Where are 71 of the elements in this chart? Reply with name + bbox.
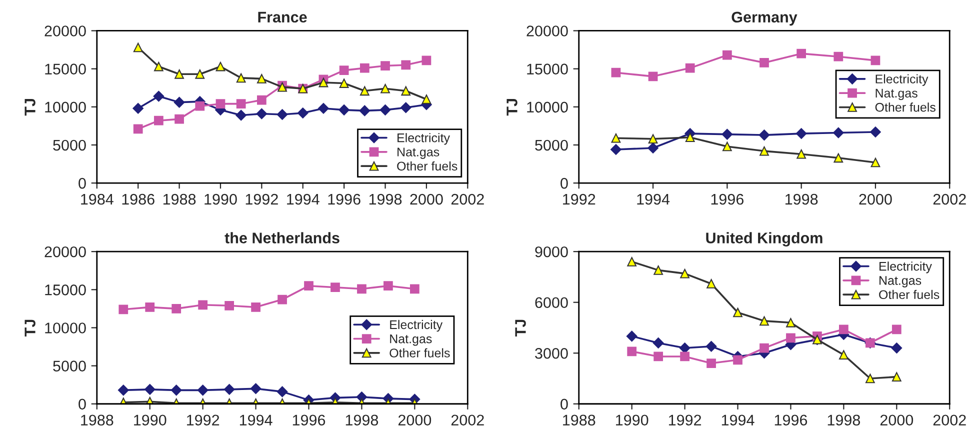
x-tick-label: 1992 [246, 194, 278, 205]
y-tick-label: 15000 [45, 64, 86, 74]
chart-title: United Kingdom [706, 232, 822, 246]
x-tick-label: 1996 [292, 414, 326, 426]
chart-title: Germany [732, 12, 798, 26]
x-tick-label: 2000 [410, 194, 443, 205]
y-tick-label: 20000 [44, 246, 86, 258]
x-tick-label: 2002 [451, 414, 484, 426]
legend-label: Nat.gas [876, 88, 918, 100]
x-tick-label: 1990 [616, 414, 648, 426]
legend-label: Nat.gas [390, 334, 432, 346]
x-tick-label: 1988 [563, 414, 596, 426]
x-tick-label: 1994 [287, 194, 320, 205]
legend-label: Other fuels [875, 102, 936, 112]
y-tick-label: 5000 [535, 140, 568, 151]
y-tick-label: 0 [78, 178, 86, 189]
y-tick-label: 20000 [44, 26, 86, 36]
x-tick-label: 1994 [637, 194, 670, 205]
legend-label: Other fuels [879, 290, 940, 300]
x-tick-label: 1998 [346, 414, 378, 426]
legend-label: Nat.gas [880, 276, 922, 288]
y-tick-label: 3000 [535, 348, 568, 359]
x-tick-label: 2000 [859, 194, 892, 205]
x-tick-label: 1992 [668, 414, 702, 426]
legend-label: Electricity [880, 262, 932, 274]
legend-label: Other fuels [397, 161, 458, 171]
y-axis-title: TJ [515, 320, 526, 336]
x-tick-label: 1998 [785, 194, 818, 205]
x-tick-label: 1996 [774, 414, 808, 426]
x-tick-label: 2000 [880, 414, 914, 426]
legend-label: Electricity [390, 320, 443, 332]
y-tick-label: 10000 [45, 102, 86, 113]
x-tick-label: 1990 [134, 414, 166, 426]
y-tick-label: 0 [560, 398, 568, 410]
x-tick-label: 1996 [328, 194, 360, 205]
legend-label: Other fuels [390, 348, 450, 358]
y-tick-label: 10000 [527, 102, 568, 113]
y-tick-label: 9000 [535, 246, 568, 258]
chart-title: the Netherlands [224, 232, 340, 244]
x-tick-label: 1998 [828, 414, 860, 426]
x-tick-label: 1998 [369, 194, 402, 205]
x-tick-label: 1994 [722, 414, 754, 426]
x-tick-label: 1988 [81, 414, 114, 426]
y-tick-label: 20000 [526, 26, 568, 36]
x-tick-label: 2002 [451, 194, 484, 205]
legend-label: Nat.gas [398, 148, 440, 159]
y-tick-label: 0 [78, 398, 86, 410]
y-tick-label: 10000 [45, 322, 86, 334]
x-tick-label: 1996 [711, 194, 744, 205]
y-tick-label: 6000 [535, 297, 568, 308]
y-tick-label: 15000 [527, 64, 568, 74]
x-tick-label: 1994 [240, 414, 272, 426]
x-tick-label: 1984 [81, 194, 114, 205]
y-axis-title: TJ [24, 99, 36, 116]
legend-label: Electricity [398, 133, 450, 145]
x-tick-label: 1990 [204, 194, 237, 205]
x-tick-label: 1992 [187, 414, 220, 426]
x-tick-label: 1988 [163, 194, 196, 205]
y-tick-label: 5000 [53, 140, 86, 151]
legend-label: Electricity [876, 74, 928, 86]
chart-title: France [258, 12, 307, 23]
y-axis-title: TJ [24, 320, 36, 336]
x-tick-label: 2000 [398, 414, 432, 426]
x-tick-label: 2002 [933, 194, 966, 205]
x-tick-label: 1986 [122, 194, 154, 205]
x-tick-label: 1992 [563, 194, 596, 205]
y-tick-label: 15000 [45, 284, 86, 296]
x-tick-label: 2002 [933, 414, 966, 426]
y-tick-label: 0 [560, 178, 568, 189]
y-axis-title: TJ [506, 99, 518, 116]
y-tick-label: 5000 [53, 360, 86, 372]
